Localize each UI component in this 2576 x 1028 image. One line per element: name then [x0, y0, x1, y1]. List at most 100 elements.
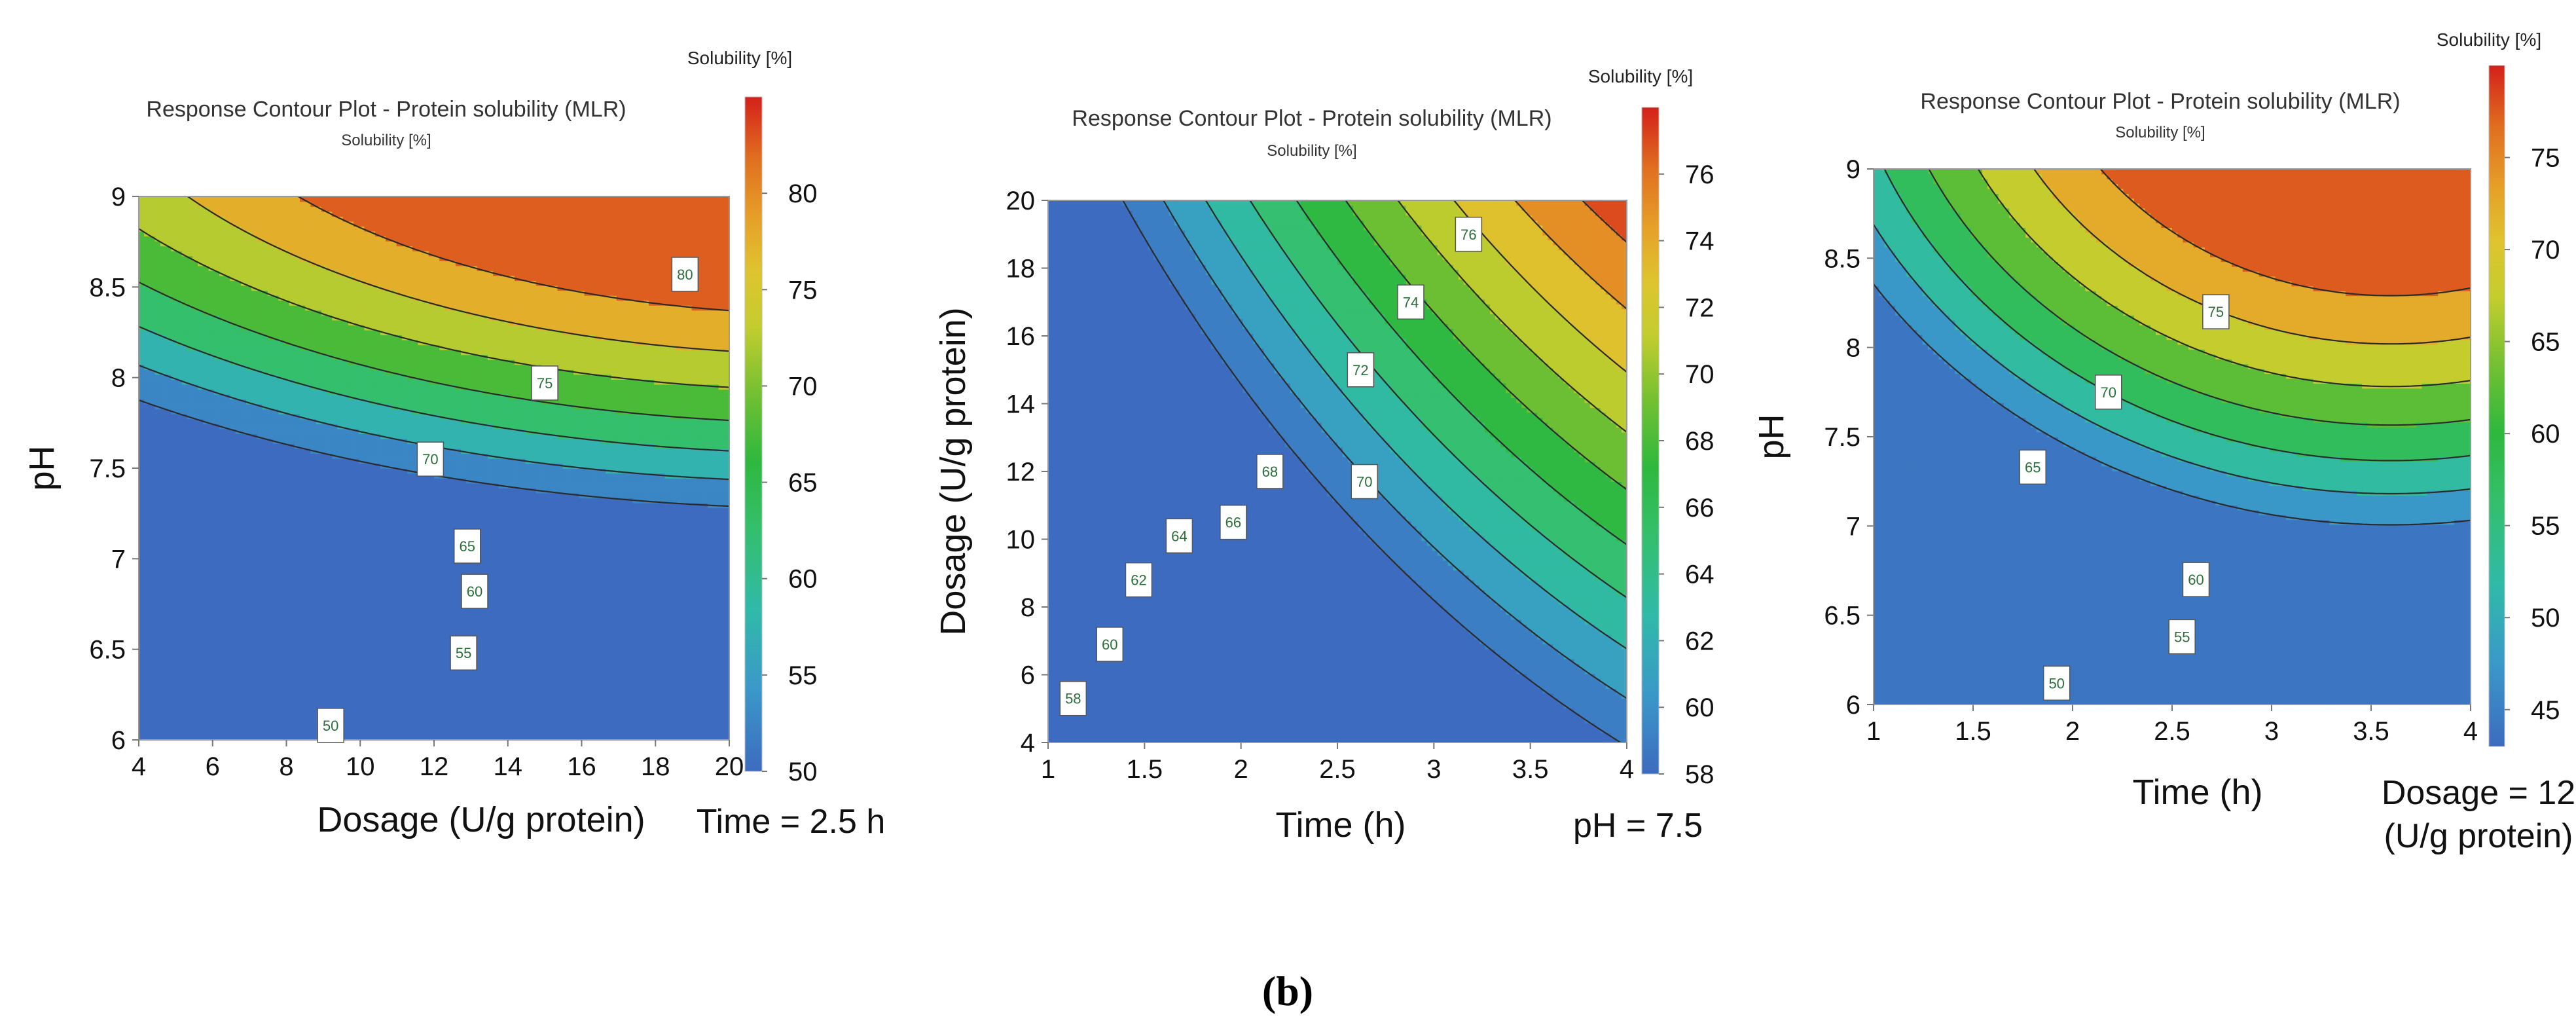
contour-cell — [590, 592, 596, 597]
contour-cell — [429, 651, 435, 656]
contour-cell — [595, 606, 601, 612]
contour-cell — [354, 523, 359, 528]
contour-cell — [525, 612, 531, 617]
contour-cell — [230, 651, 236, 656]
contour-cell — [166, 651, 172, 656]
contour-cell — [638, 538, 644, 543]
contour-cell — [268, 542, 274, 547]
contour-cell — [547, 616, 553, 621]
contour-cell — [397, 656, 403, 661]
contour-cell — [702, 616, 708, 621]
contour-cell — [590, 666, 596, 671]
contour-cell — [171, 552, 177, 557]
contour-cell — [493, 592, 499, 597]
contour-cell — [536, 547, 542, 553]
contour-cell — [676, 532, 681, 538]
contour-cell — [456, 715, 462, 720]
contour-cell — [622, 523, 628, 528]
contour-cell — [160, 542, 166, 547]
contour-cell — [713, 557, 719, 562]
contour-cell — [386, 577, 391, 582]
contour-cell — [434, 597, 440, 602]
contour-cell — [713, 542, 719, 547]
contour-cell — [391, 670, 397, 676]
contour-cell — [627, 621, 633, 627]
contour-cell — [590, 517, 596, 523]
contour-cell — [209, 602, 215, 607]
contour-cell — [424, 725, 429, 730]
contour-cell — [332, 676, 338, 681]
contour-cell — [166, 606, 172, 612]
contour-cell — [493, 666, 499, 671]
contour-cell — [295, 582, 300, 587]
contour-cell — [429, 547, 435, 553]
contour-cell — [573, 592, 579, 597]
contour-cell — [187, 701, 193, 706]
contour-cell — [348, 572, 354, 577]
contour-cell — [198, 636, 204, 642]
contour-cell — [509, 587, 515, 592]
contour-cell — [627, 577, 633, 582]
contour-cell — [488, 680, 494, 686]
contour-cell — [708, 710, 714, 716]
contour-cell — [424, 562, 429, 567]
contour-cell — [176, 680, 182, 686]
contour-cell — [563, 542, 569, 547]
contour-cell — [144, 631, 150, 636]
contour-cell — [638, 612, 644, 617]
contour-cell — [456, 680, 462, 686]
contour-cell — [697, 612, 703, 617]
contour-cell — [429, 631, 435, 636]
contour-cell — [536, 676, 542, 681]
contour-cell — [155, 582, 161, 587]
contour-cell — [209, 631, 215, 636]
contour-cell — [354, 695, 359, 701]
contour-cell — [236, 720, 242, 725]
contour-cell — [407, 646, 413, 652]
contour-cell — [444, 602, 450, 607]
contour-cell — [359, 517, 365, 523]
contour-cell — [305, 513, 311, 518]
contour-cell — [251, 710, 257, 716]
contour-cell — [407, 720, 413, 725]
contour-cell — [402, 602, 408, 607]
contour-cell — [498, 631, 504, 636]
contour-cell — [386, 602, 391, 607]
contour-cell — [638, 676, 644, 681]
contour-cell — [676, 562, 681, 567]
contour-cell — [424, 572, 429, 577]
contour-cell — [563, 597, 569, 602]
contour-cell — [627, 592, 633, 597]
contour-cell — [617, 542, 623, 547]
contour-cell — [509, 557, 515, 562]
contour-cell — [541, 676, 547, 681]
contour-cell — [659, 616, 665, 621]
contour-cell — [380, 666, 386, 671]
contour-cell — [257, 710, 263, 716]
contour-cell — [380, 631, 386, 636]
contour-cell — [541, 636, 547, 642]
contour-cell — [439, 656, 445, 661]
contour-cell — [692, 626, 698, 631]
contour-cell — [225, 661, 230, 666]
contour-cell — [644, 587, 649, 592]
contour-cell — [439, 730, 445, 735]
contour-cell — [397, 612, 403, 617]
contour-cell — [563, 691, 569, 696]
contour-cell — [424, 597, 429, 602]
contour-cell — [166, 666, 172, 671]
contour-cell — [321, 517, 327, 523]
contour-cell — [568, 641, 574, 646]
contour-cell — [450, 720, 456, 725]
contour-cell — [155, 587, 161, 592]
contour-cell — [418, 636, 424, 642]
contour-cell — [611, 676, 617, 681]
contour-cell — [273, 592, 279, 597]
contour-cell — [488, 695, 494, 701]
contour-cell — [375, 710, 381, 716]
contour-cell — [203, 680, 209, 686]
contour-cell — [149, 577, 155, 582]
contour-cell — [713, 646, 719, 652]
contour-cell — [251, 676, 257, 681]
contour-cell — [632, 691, 638, 696]
